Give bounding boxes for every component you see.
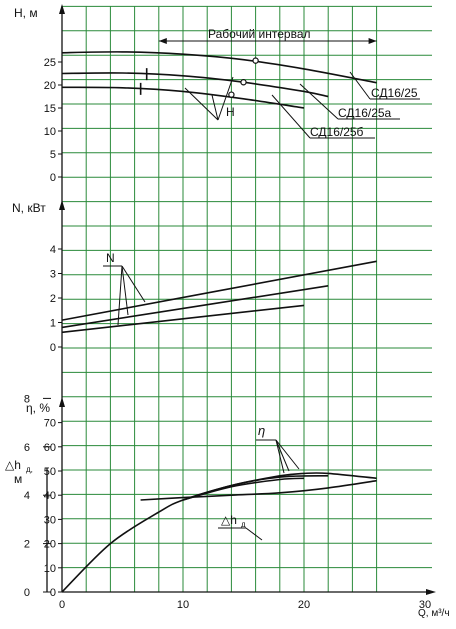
efficiency-tick-label: 30 xyxy=(44,514,56,526)
power-series-1-line xyxy=(61,285,329,329)
leader-line xyxy=(245,527,263,541)
nominal-point xyxy=(228,91,235,98)
x-tick-label: 20 xyxy=(298,599,310,611)
efficiency-axis-label: η, % xyxy=(26,401,50,415)
power-series-2-line xyxy=(61,304,305,334)
head-tick-label: 10 xyxy=(44,126,56,138)
x-tick-label: 10 xyxy=(177,599,189,611)
series-label-sd16-25a: СД16/25а xyxy=(338,106,392,120)
power-axis-arrow xyxy=(59,200,65,210)
secondary-axis-label-main: △h xyxy=(5,458,21,472)
leader-line xyxy=(217,76,234,121)
head-series-0-line xyxy=(61,51,377,84)
working-range-arrow-right xyxy=(368,38,377,44)
efficiency-tick-label: 60 xyxy=(44,442,56,454)
head-annotation: H xyxy=(226,105,235,119)
working-range-label: Рабочий интервал xyxy=(208,27,311,41)
y-axis-arrow xyxy=(59,4,65,14)
head-axis-label: H, м xyxy=(14,6,38,20)
efficiency-tick-label: 70 xyxy=(44,418,56,430)
x-tick-label: 0 xyxy=(59,599,65,611)
series-label-sd16-25: СД16/25 xyxy=(371,86,418,100)
head-series-1-line xyxy=(61,72,329,98)
leader-line xyxy=(121,265,129,316)
efficiency-axis-arrow xyxy=(59,397,65,407)
secondary-tick-label: 2 xyxy=(24,539,30,551)
power-tick-label: 2 xyxy=(50,293,56,305)
leader-line xyxy=(299,83,339,120)
leader-line xyxy=(275,439,300,470)
secondary-axis-label-sub: д, xyxy=(26,465,33,474)
secondary-tick-label: 6 xyxy=(24,442,30,454)
npsh-annotation-main: △h xyxy=(221,513,237,527)
power-tick-label: 4 xyxy=(50,244,56,256)
secondary-tick-label: 4 xyxy=(24,490,30,502)
efficiency-series-0-line xyxy=(61,472,377,593)
curves xyxy=(61,51,377,593)
head-tick-label: 15 xyxy=(44,103,56,115)
leader-line xyxy=(184,87,219,121)
secondary-axis-unit: м xyxy=(14,472,22,486)
tick-labels: 0 10 20 30051015202501234010203040506070024… xyxy=(24,57,431,611)
x-axis-arrow xyxy=(426,589,436,595)
annotations xyxy=(103,38,420,541)
x-tick-label: 30 xyxy=(419,599,431,611)
power-annotation: N xyxy=(106,251,115,265)
efficiency-annotation: η xyxy=(258,423,265,438)
leader-line xyxy=(271,94,311,139)
leader-line xyxy=(349,71,371,100)
efficiency-tick-label: 20 xyxy=(44,539,56,551)
leader-line xyxy=(211,94,219,121)
efficiency-tick-label: 50 xyxy=(44,466,56,478)
efficiency-series-3-line xyxy=(140,479,377,501)
secondary-tick-label: 8 xyxy=(24,393,30,405)
efficiency-tick-label: 40 xyxy=(44,490,56,502)
power-series-0-line xyxy=(61,260,377,321)
leader-line xyxy=(117,265,123,326)
power-tick-label: 1 xyxy=(50,318,56,330)
head-series-2-line xyxy=(61,86,305,109)
power-tick-label: 3 xyxy=(50,269,56,281)
axes xyxy=(46,4,436,595)
power-tick-label: 0 xyxy=(50,342,56,354)
nominal-point xyxy=(240,79,247,86)
head-tick-label: 5 xyxy=(50,149,56,161)
head-tick-label: 0 xyxy=(50,172,56,184)
x-axis-label: Q, м³/ч xyxy=(418,608,450,619)
npsh-annotation-sub: д xyxy=(241,520,246,529)
efficiency-tick-label: 10 xyxy=(44,563,56,575)
nominal-point xyxy=(252,57,259,64)
head-tick-label: 25 xyxy=(44,57,56,69)
power-axis-label: N, кВт xyxy=(12,201,46,215)
working-range-arrow-left xyxy=(158,38,167,44)
efficiency-tick-label: 0 xyxy=(50,587,56,599)
leader-line xyxy=(275,439,285,474)
leader-line xyxy=(275,439,290,472)
secondary-tick-label: 0 xyxy=(24,587,30,599)
head-tick-label: 20 xyxy=(44,80,56,92)
series-label-sd16-25b: СД16/25б xyxy=(310,125,364,139)
efficiency-series-2-line xyxy=(182,477,305,501)
leader-line xyxy=(121,265,146,303)
